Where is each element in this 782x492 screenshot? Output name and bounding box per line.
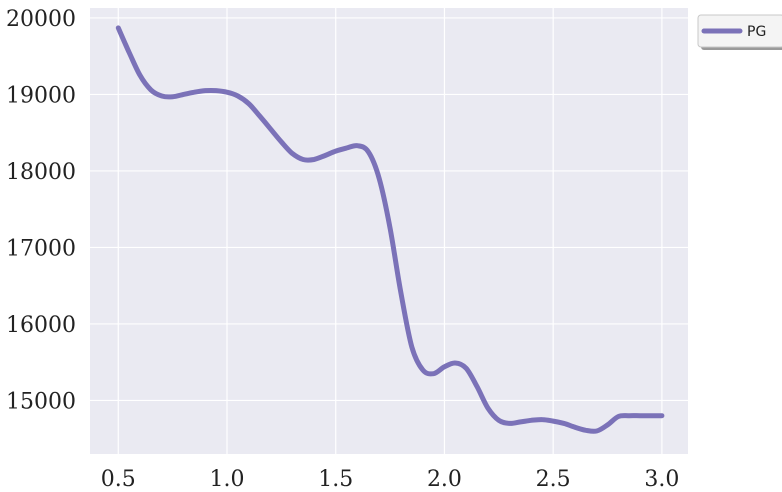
x-tick-label: 3.0 [644,467,679,492]
y-tick-label: 19000 [6,83,76,108]
y-tick-label: 18000 [6,160,76,185]
y-tick-label: 15000 [6,389,76,414]
series-layer [115,25,665,434]
x-axis-ticks: 0.5 1.0 1.5 2.0 2.5 3.0 [101,467,680,492]
y-tick-label: 20000 [6,7,76,32]
legend: PG [697,14,782,50]
y-tick-label: 17000 [6,236,76,261]
x-tick-label: 1.0 [209,467,244,492]
x-tick-label: 2.5 [536,467,571,492]
x-tick-label: 2.0 [427,467,462,492]
x-tick-label: 1.5 [318,467,353,492]
grid-lines [90,8,688,454]
series-line-pg [115,25,665,434]
legend-label-pg: PG [747,24,766,40]
x-tick-label: 0.5 [101,467,136,492]
y-axis-ticks: 15000 16000 17000 18000 19000 20000 [6,7,76,415]
y-tick-label: 16000 [6,313,76,338]
